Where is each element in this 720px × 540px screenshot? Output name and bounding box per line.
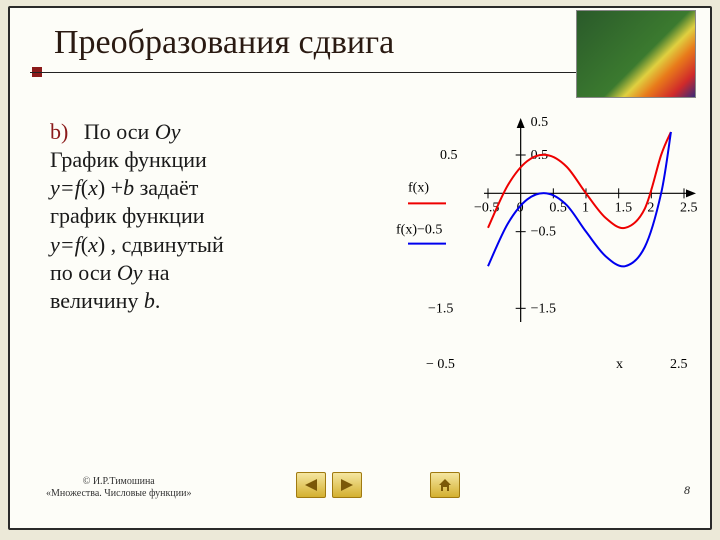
svg-text:0.5: 0.5 xyxy=(531,115,549,130)
corner-decorative-image xyxy=(576,10,696,98)
svg-text:f(x)−0.5: f(x)−0.5 xyxy=(396,223,442,238)
svg-text:0.5: 0.5 xyxy=(440,148,458,163)
nav-buttons xyxy=(296,472,362,498)
triangle-left-icon xyxy=(303,478,319,492)
svg-text:−1.5: −1.5 xyxy=(531,301,556,316)
svg-text:−0.5: −0.5 xyxy=(474,200,499,215)
triangle-right-icon xyxy=(339,478,355,492)
svg-text:2.5: 2.5 xyxy=(680,200,698,215)
shift-chart: −0.500.511.522.50.5−0.5−1.50.5−1.50.5f(x… xyxy=(368,108,700,388)
slide-frame: Преобразования сдвига b) По оси OyГрафик… xyxy=(8,6,712,530)
author-footer: © И.Р.Тимошина «Множества. Числовые функ… xyxy=(46,476,191,500)
svg-text:2: 2 xyxy=(647,200,654,215)
svg-text:2.5: 2.5 xyxy=(670,357,688,372)
home-icon xyxy=(437,477,453,493)
list-marker: b) xyxy=(50,119,68,144)
svg-text:−0.5: −0.5 xyxy=(531,225,556,240)
home-button[interactable] xyxy=(430,472,460,498)
svg-text:−1.5: −1.5 xyxy=(428,301,453,316)
svg-text:1: 1 xyxy=(582,200,589,215)
page-title: Преобразования сдвига xyxy=(54,24,394,62)
svg-text:1.5: 1.5 xyxy=(615,200,633,215)
body-text: b) По оси OyГрафик функцииy=f(x) +b зада… xyxy=(50,118,330,315)
body-content: По оси OyГрафик функцииy=f(x) +b задаётг… xyxy=(50,119,224,313)
svg-text:− 0.5: − 0.5 xyxy=(426,357,455,372)
author-line2: «Множества. Числовые функции» xyxy=(46,488,191,500)
svg-text:f(x): f(x) xyxy=(408,180,429,195)
page-number: 8 xyxy=(684,483,690,498)
author-line1: © И.Р.Тимошина xyxy=(46,476,191,488)
prev-button[interactable] xyxy=(296,472,326,498)
svg-text:x: x xyxy=(616,357,623,372)
next-button[interactable] xyxy=(332,472,362,498)
